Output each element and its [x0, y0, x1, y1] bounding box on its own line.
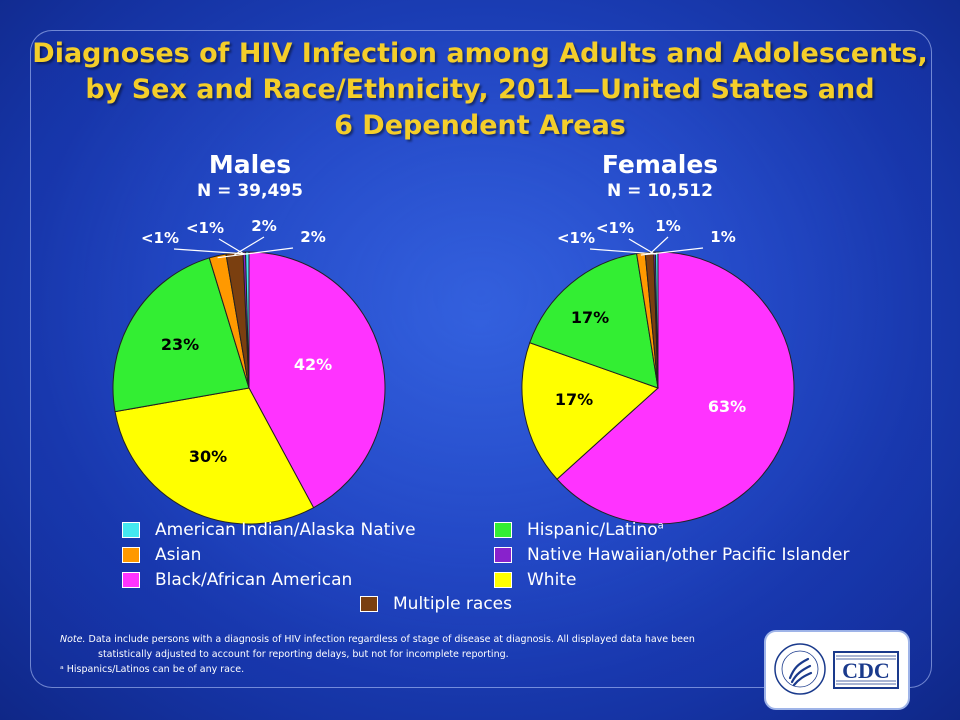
legend-label: Asian: [155, 545, 202, 565]
legend-swatch: [122, 522, 140, 538]
legend-swatch: [494, 547, 512, 563]
note-line-1: Data include persons with a diagnosis of…: [85, 634, 695, 645]
legend-label: Multiple races: [393, 594, 512, 614]
slice-value-label: 63%: [708, 397, 746, 416]
pie-slice-black-african-american: [248, 251, 386, 509]
slice-outer-label: 2%: [300, 228, 325, 246]
legend-item-white: White: [494, 570, 576, 590]
slice-outer-label: <1%: [186, 219, 224, 237]
females-pie: 63% 17% 17% <1%<1% 1% 1%: [521, 217, 795, 525]
females-title: Females: [601, 150, 719, 179]
slice-outer-label: <1%: [596, 219, 634, 237]
pie-slice-american-indian-alaska-native: [245, 251, 250, 389]
males-count: N = 39,495: [197, 181, 303, 201]
cdc-logo-text: CDC: [842, 658, 890, 683]
slice-outer-label: 1%: [710, 228, 735, 246]
leader-line: [640, 247, 704, 256]
note-line-3: ᵃ Hispanics/Latinos can be of any race.: [60, 664, 245, 675]
title-line-1: Diagnoses of HIV Infection among Adults …: [32, 38, 928, 69]
legend-label: American Indian/Alaska Native: [155, 520, 416, 540]
leader-line: [217, 247, 294, 259]
legend-label: Hispanic/Latinoa: [527, 520, 664, 540]
legend-item-hispanic: Hispanic/Latinoa: [494, 520, 664, 540]
legend-label: White: [527, 570, 577, 590]
leader-line: [589, 248, 657, 255]
page-title: Diagnoses of HIV Infection among Adults …: [0, 36, 960, 144]
slice-value-label: 30%: [189, 447, 227, 466]
leader-line: [173, 248, 248, 255]
legend-swatch: [122, 547, 140, 563]
legend-item-multiple-races: Multiple races: [360, 594, 512, 614]
pie-slice-hispanic-latino: [112, 257, 250, 413]
legend-item-asian: Asian: [122, 545, 201, 565]
slice-outer-label: <1%: [141, 229, 179, 247]
note-line-2: statistically adjusted to account for re…: [98, 649, 509, 660]
legend-swatch: [494, 572, 512, 588]
slice-outer-label: <1%: [557, 229, 595, 247]
cdc-logo: CDC: [764, 630, 910, 710]
legend-swatch: [122, 572, 140, 588]
slice-outer-label: 1%: [655, 217, 680, 235]
legend-item-native-hawaiian: Native Hawaiian/other Pacific Islander: [494, 545, 850, 565]
legend-swatch: [494, 522, 512, 538]
footnote: Note. Data include persons with a diagno…: [60, 632, 760, 677]
pie-slice-white: [521, 342, 659, 480]
slice-outer-label: 2%: [251, 217, 276, 235]
slice-value-label: 23%: [161, 335, 199, 354]
pie-slice-hispanic-latino: [529, 253, 659, 389]
legend-item-american-indian: American Indian/Alaska Native: [122, 520, 416, 540]
leader-line: [649, 236, 669, 255]
hhs-cdc-logo-icon: CDC: [774, 643, 899, 695]
males-chart-header: Males N = 39,495: [170, 150, 330, 202]
females-chart-header: Females N = 10,512: [580, 150, 740, 202]
legend-label: Black/African American: [155, 570, 353, 590]
title-line-2: by Sex and Race/Ethnicity, 2011—United S…: [85, 74, 875, 105]
leader-line: [234, 236, 265, 256]
slice-value-label: 17%: [555, 390, 593, 409]
leader-line: [628, 238, 655, 255]
males-pie: 42% 30% 23% <1% <1% 2% 2%: [112, 217, 386, 525]
pie-slice-white: [114, 387, 315, 525]
title-line-3: 6 Dependent Areas: [334, 110, 626, 141]
females-count: N = 10,512: [607, 181, 713, 201]
legend-label: Native Hawaiian/other Pacific Islander: [527, 545, 850, 565]
note-prefix: Note.: [60, 634, 86, 645]
males-title: Males: [208, 150, 292, 179]
pie-slice-american-indian-alaska-native: [654, 251, 659, 389]
slice-value-label: 17%: [571, 308, 609, 327]
slice-value-label: 42%: [294, 355, 332, 374]
pie-slice-black-african-american: [556, 251, 795, 525]
legend-item-black: Black/African American: [122, 570, 352, 590]
legend-swatch: [360, 596, 378, 612]
